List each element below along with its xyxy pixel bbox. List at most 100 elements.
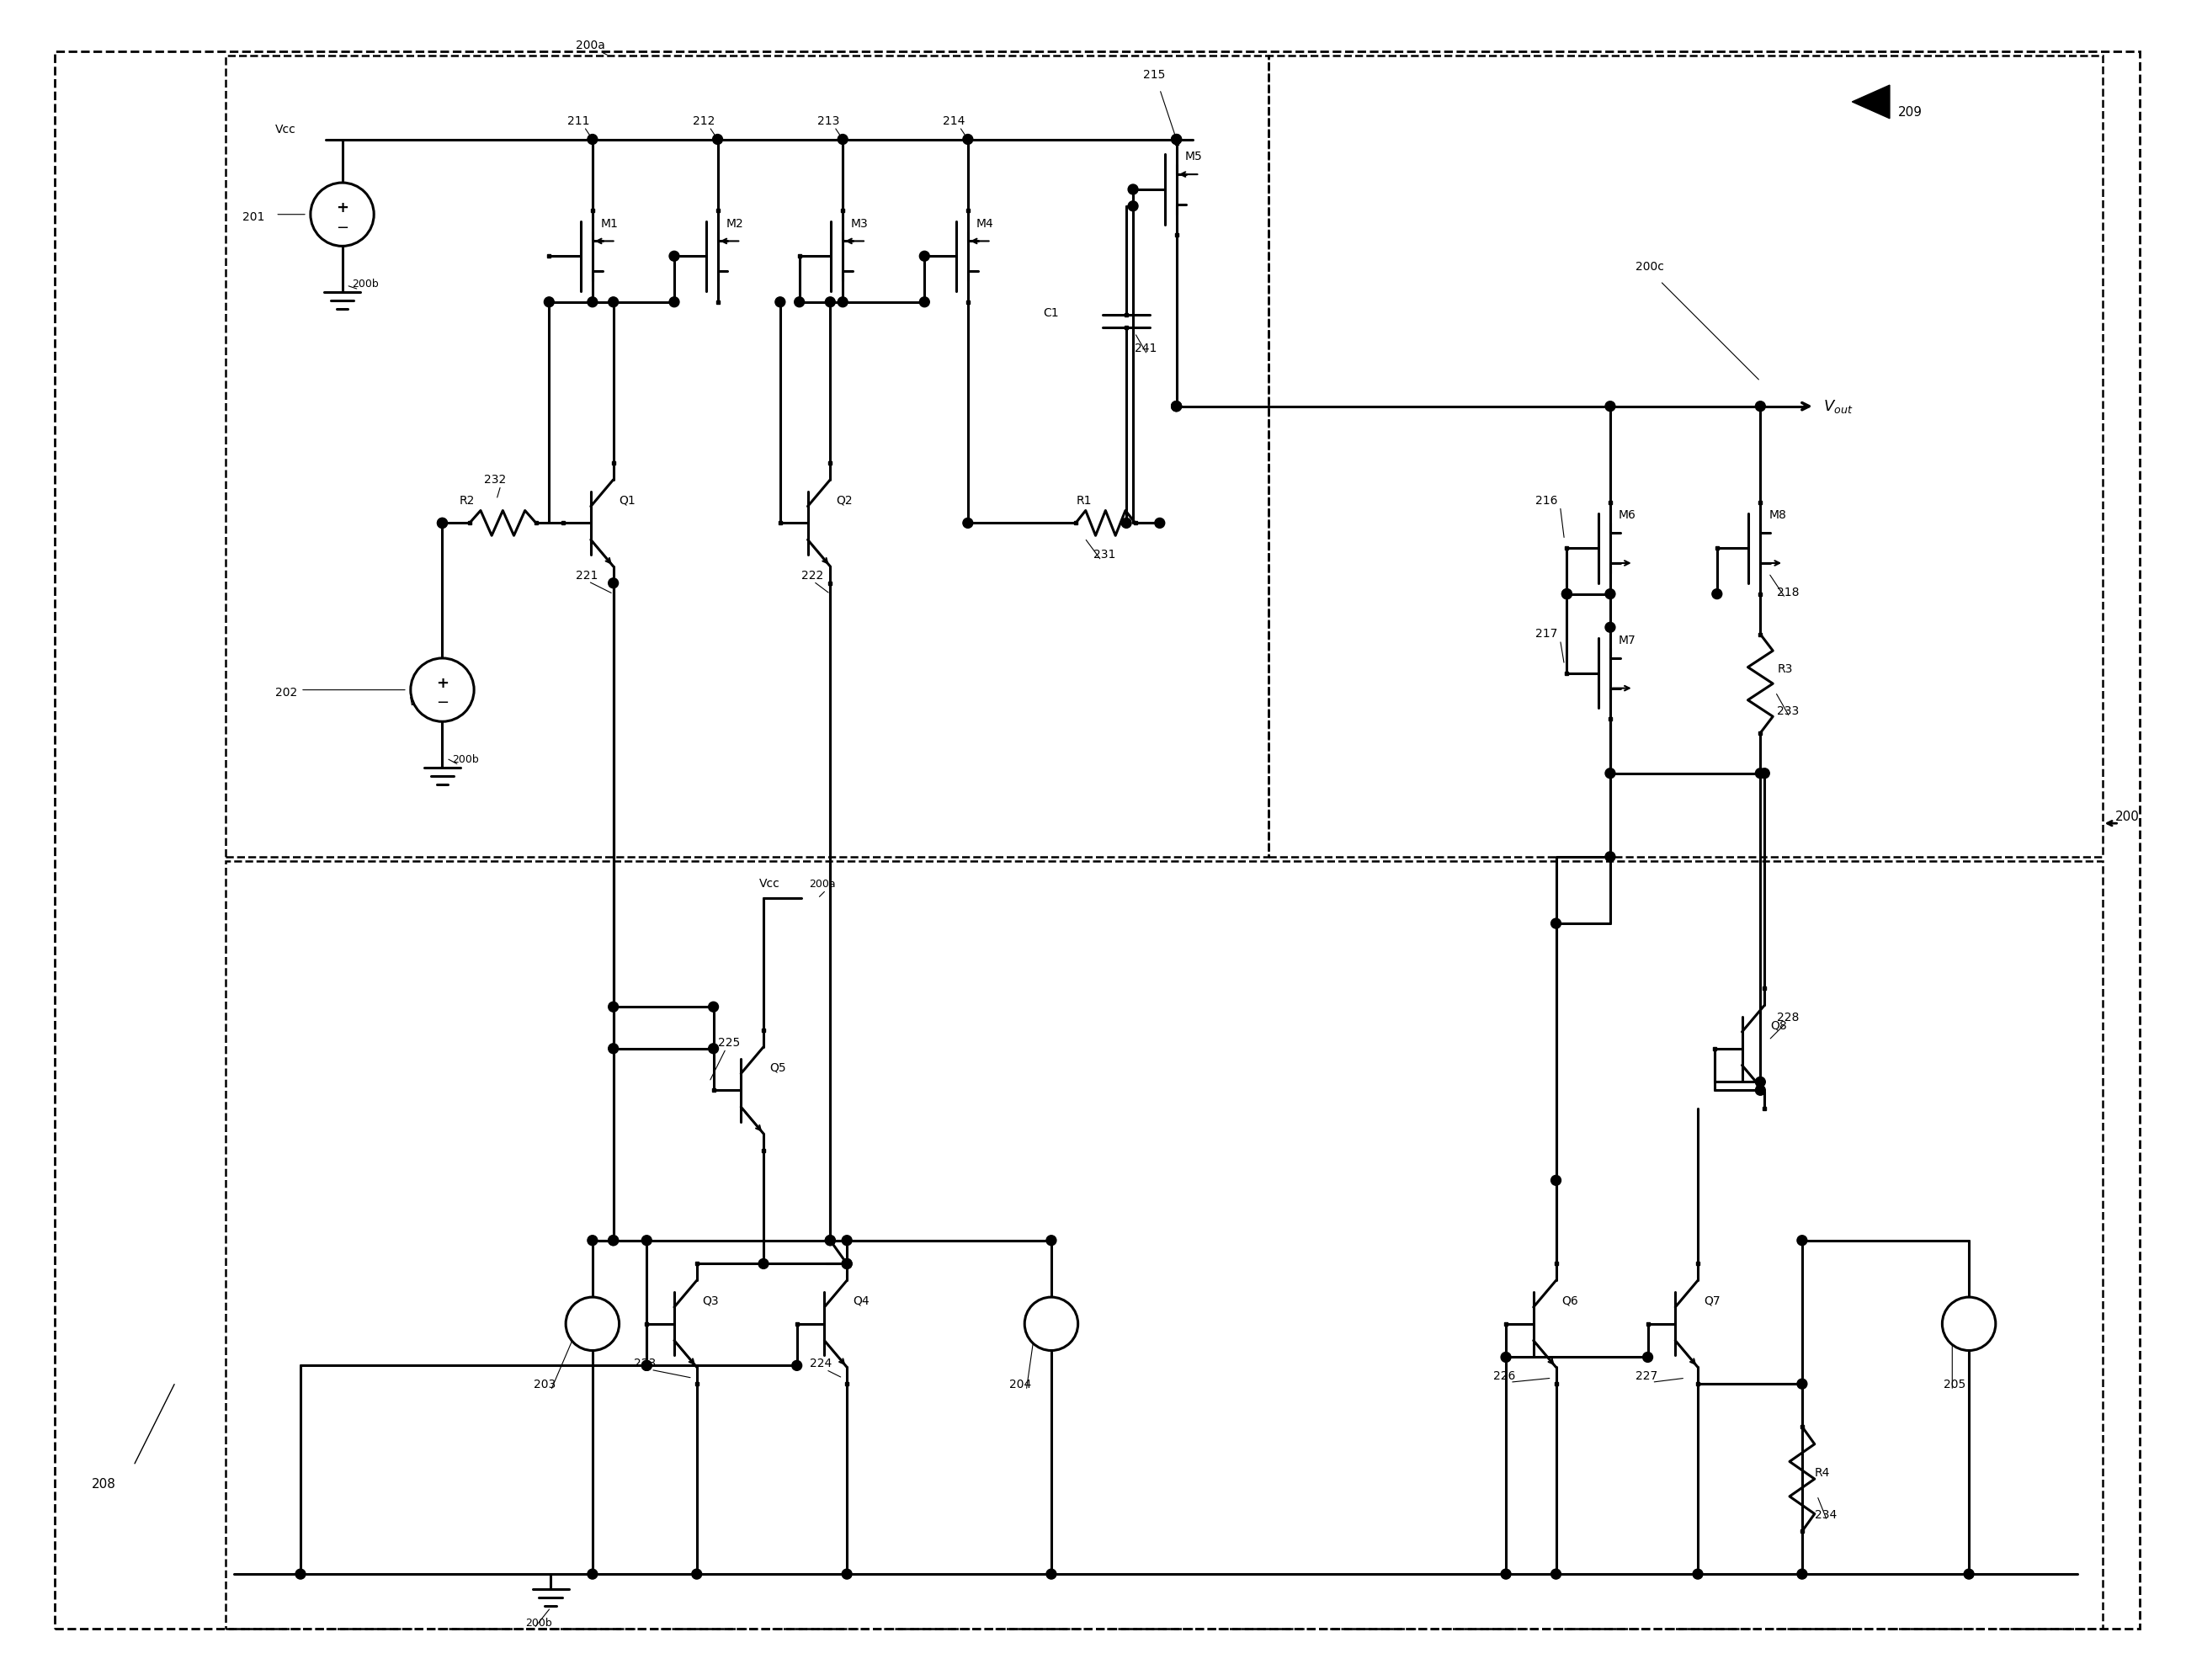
Circle shape: [826, 1235, 835, 1245]
Circle shape: [1172, 402, 1180, 412]
Circle shape: [842, 1258, 853, 1268]
Circle shape: [1561, 590, 1572, 600]
Text: V1: V1: [352, 198, 367, 210]
Circle shape: [608, 578, 619, 588]
Text: M2: M2: [726, 218, 743, 230]
Text: C1: C1: [1043, 307, 1058, 319]
Text: 216: 216: [1535, 494, 1556, 506]
Text: 213: 213: [818, 114, 839, 126]
Text: I1: I1: [601, 1312, 612, 1324]
Circle shape: [437, 517, 448, 528]
Circle shape: [920, 250, 929, 260]
Text: I2: I2: [1060, 1312, 1071, 1324]
Circle shape: [842, 1569, 853, 1579]
Circle shape: [1605, 768, 1615, 778]
Circle shape: [1561, 590, 1572, 600]
Text: Vref: Vref: [409, 697, 433, 709]
Text: Q3: Q3: [702, 1295, 719, 1307]
Circle shape: [643, 1235, 651, 1245]
Circle shape: [669, 297, 680, 307]
Text: Vcc: Vcc: [759, 879, 780, 890]
Text: 227: 227: [1635, 1371, 1657, 1383]
Text: 202: 202: [275, 687, 297, 699]
Text: R2: R2: [459, 494, 474, 506]
Text: 234: 234: [1814, 1509, 1836, 1520]
Text: 200b: 200b: [453, 754, 479, 764]
Text: 212: 212: [693, 114, 715, 126]
Circle shape: [608, 1043, 619, 1053]
Text: R1: R1: [1076, 494, 1091, 506]
Text: I3: I3: [1978, 1312, 1987, 1324]
Circle shape: [1552, 1569, 1561, 1579]
Circle shape: [1128, 185, 1139, 195]
Text: 200b: 200b: [352, 279, 378, 289]
Circle shape: [1963, 1569, 1974, 1579]
Circle shape: [826, 1235, 835, 1245]
Text: 208: 208: [92, 1478, 116, 1490]
Circle shape: [1552, 1176, 1561, 1186]
Text: Q2: Q2: [835, 494, 853, 506]
Text: 201: 201: [243, 212, 265, 223]
Circle shape: [588, 134, 597, 144]
Circle shape: [791, 1361, 802, 1371]
Circle shape: [1797, 1569, 1808, 1579]
Text: 228: 228: [1777, 1011, 1799, 1023]
Text: +: +: [337, 200, 348, 215]
Text: M8: M8: [1768, 509, 1786, 521]
Circle shape: [310, 183, 374, 245]
Text: 214: 214: [942, 114, 964, 126]
Text: 200b: 200b: [527, 1618, 553, 1628]
Circle shape: [920, 297, 929, 307]
Circle shape: [776, 297, 785, 307]
Text: M7: M7: [1618, 635, 1635, 647]
Text: −: −: [337, 220, 348, 235]
Circle shape: [669, 250, 680, 260]
Text: 218: 218: [1777, 586, 1799, 598]
Text: M3: M3: [850, 218, 868, 230]
Circle shape: [1502, 1352, 1511, 1362]
Circle shape: [1605, 402, 1615, 412]
Text: M5: M5: [1185, 151, 1202, 163]
Text: +: +: [435, 675, 448, 690]
Text: R4: R4: [1814, 1467, 1830, 1478]
Circle shape: [1025, 1297, 1078, 1351]
Text: 200a: 200a: [809, 879, 835, 890]
Circle shape: [1172, 402, 1180, 412]
Text: R3: R3: [1777, 664, 1793, 675]
Circle shape: [608, 1235, 619, 1245]
Circle shape: [1797, 1379, 1808, 1389]
Circle shape: [1552, 919, 1561, 929]
Text: 211: 211: [568, 114, 590, 126]
Circle shape: [1755, 1077, 1766, 1087]
Circle shape: [544, 297, 553, 307]
Circle shape: [608, 1235, 619, 1245]
Text: Q1: Q1: [619, 494, 636, 506]
Circle shape: [588, 297, 597, 307]
Circle shape: [1755, 1085, 1766, 1095]
Circle shape: [708, 1001, 719, 1011]
Circle shape: [608, 1001, 619, 1011]
Circle shape: [1047, 1235, 1056, 1245]
Text: 226: 226: [1493, 1371, 1515, 1383]
Circle shape: [1121, 517, 1132, 528]
Text: M4: M4: [977, 218, 995, 230]
Circle shape: [1128, 202, 1139, 212]
Text: 203: 203: [533, 1379, 555, 1391]
Circle shape: [1047, 1569, 1056, 1579]
Circle shape: [842, 1235, 853, 1245]
Text: 200c: 200c: [1635, 260, 1664, 272]
Text: M6: M6: [1618, 509, 1635, 521]
Text: 215: 215: [1143, 69, 1165, 81]
Circle shape: [837, 297, 848, 307]
Circle shape: [1712, 590, 1723, 600]
Circle shape: [1797, 1235, 1808, 1245]
Circle shape: [842, 1258, 853, 1268]
Text: 241: 241: [1135, 343, 1156, 354]
Polygon shape: [1852, 86, 1889, 119]
Circle shape: [794, 297, 804, 307]
Circle shape: [566, 1297, 619, 1351]
Circle shape: [1172, 134, 1180, 144]
Circle shape: [1605, 622, 1615, 632]
Text: 217: 217: [1535, 628, 1556, 640]
Circle shape: [1154, 517, 1165, 528]
